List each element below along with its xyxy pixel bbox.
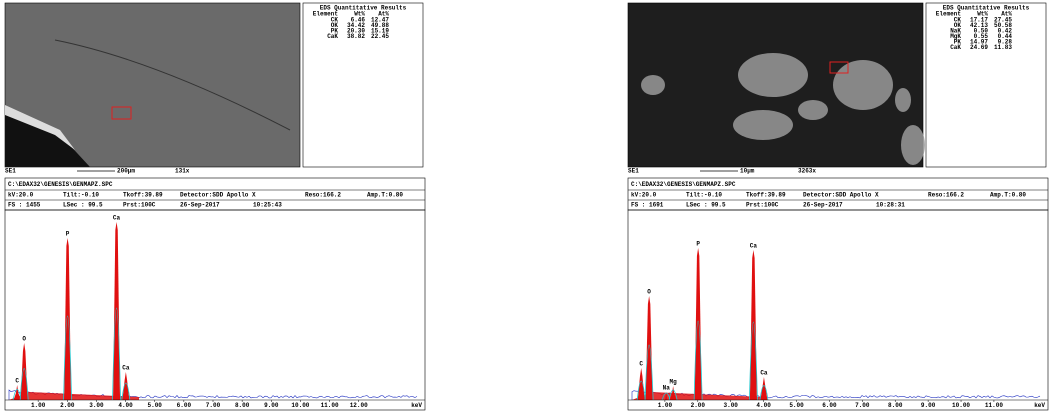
magnification: 131x: [175, 168, 190, 175]
info-field: 10:28:31: [876, 202, 905, 209]
peak: [113, 222, 120, 400]
detector-label: SE1: [5, 168, 16, 175]
results-cell: CaK: [327, 33, 338, 40]
info-field: 10:25:43: [253, 202, 282, 209]
peak-label: C: [15, 378, 19, 385]
info-field: 26-Sep-2017: [180, 202, 220, 209]
peak-label: Ca: [122, 365, 130, 372]
results-cell: 24.69: [970, 44, 988, 51]
spectrum-box: [628, 210, 1048, 410]
x-tick-label: 2.00: [691, 402, 706, 409]
figure: SE1200µm131xEDS Quantitative ResultsElem…: [0, 0, 1049, 412]
peak: [21, 343, 28, 400]
results-cell: 22.45: [371, 33, 389, 40]
magnification: 3263x: [798, 168, 816, 175]
x-tick-label: 10.00: [291, 402, 309, 409]
peak-label: C: [639, 361, 643, 368]
peak-label: P: [66, 231, 70, 238]
peak: [760, 377, 767, 400]
info-field: Tkoff:39.89: [123, 192, 163, 199]
peak-label: Mg: [670, 379, 678, 386]
x-unit: keV: [411, 402, 422, 409]
peak: [638, 368, 645, 400]
scale-bar-label: 10µm: [740, 168, 755, 175]
peak-label: Ca: [760, 370, 768, 377]
x-tick-label: 6.00: [177, 402, 192, 409]
sem-particle: [895, 88, 911, 112]
info-field: Tilt:-0.10: [63, 192, 99, 199]
peak: [64, 238, 71, 400]
info-field: Amp.T:0.80: [367, 192, 403, 199]
x-unit: keV: [1034, 402, 1045, 409]
x-tick-label: 1.00: [31, 402, 46, 409]
info-field: Tilt:-0.10: [686, 192, 722, 199]
info-field: FS : 1691: [631, 202, 664, 209]
file-path: C:\EDAX32\GENESIS\GENMAPZ.SPC: [631, 181, 736, 188]
x-tick-label: 3.00: [89, 402, 104, 409]
info-field: kV:20.0: [8, 192, 34, 199]
x-tick-label: 2.00: [60, 402, 75, 409]
peak-label: P: [696, 241, 700, 248]
peak-label: Na: [663, 385, 671, 392]
x-tick-label: 5.00: [789, 402, 804, 409]
peak-label: O: [22, 336, 26, 343]
file-path: C:\EDAX32\GENESIS\GENMAPZ.SPC: [8, 181, 113, 188]
info-field: LSec : 99.5: [686, 202, 726, 209]
x-tick-label: 7.00: [206, 402, 221, 409]
x-tick-label: 10.00: [952, 402, 970, 409]
x-tick-label: 7.00: [855, 402, 870, 409]
peak-label: Ca: [750, 243, 758, 250]
info-field: Tkoff:39.89: [746, 192, 786, 199]
info-field: 26-Sep-2017: [803, 202, 843, 209]
peak: [122, 372, 129, 400]
x-tick-label: 4.00: [118, 402, 133, 409]
x-tick-label: 11.00: [985, 402, 1003, 409]
scale-bar-label: 200µm: [117, 168, 135, 175]
info-field: Detector:SDD Apollo X: [180, 192, 256, 199]
x-tick-label: 8.00: [888, 402, 903, 409]
results-cell: CaK: [950, 44, 961, 51]
x-tick-label: 9.00: [264, 402, 279, 409]
sem-particle: [641, 75, 665, 95]
sem-particle: [798, 100, 828, 120]
info-field: kV:20.0: [631, 192, 657, 199]
peak: [646, 296, 653, 400]
sem-particle: [901, 125, 925, 165]
x-tick-label: 4.00: [756, 402, 771, 409]
results-cell: 11.83: [994, 44, 1012, 51]
x-tick-label: 9.00: [921, 402, 936, 409]
detector-label: SE1: [628, 168, 639, 175]
peak-label: O: [647, 289, 651, 296]
info-field: FS : 1455: [8, 202, 41, 209]
x-tick-label: 6.00: [822, 402, 837, 409]
x-tick-label: 12.00: [350, 402, 368, 409]
peak: [695, 248, 702, 400]
info-field: Prst:100C: [123, 202, 156, 209]
panel: SE110µm3263xEDS Quantitative ResultsElem…: [628, 3, 1048, 410]
x-tick-label: 8.00: [235, 402, 250, 409]
info-field: Prst:100C: [746, 202, 779, 209]
info-field: Amp.T:0.80: [990, 192, 1026, 199]
results-cell: 38.82: [347, 33, 365, 40]
panel: SE1200µm131xEDS Quantitative ResultsElem…: [5, 3, 425, 410]
info-field: Detector:SDD Apollo X: [803, 192, 879, 199]
sem-particle: [733, 110, 793, 140]
info-field: LSec : 99.5: [63, 202, 103, 209]
sem-particle: [833, 60, 893, 110]
peak-label: Ca: [113, 215, 121, 222]
x-tick-label: 5.00: [148, 402, 163, 409]
sem-particle: [738, 53, 808, 97]
x-tick-label: 11.00: [321, 402, 339, 409]
x-tick-label: 1.00: [658, 402, 673, 409]
info-field: Reso:166.2: [928, 192, 964, 199]
peak: [750, 250, 757, 400]
info-field: Reso:166.2: [305, 192, 341, 199]
x-tick-label: 3.00: [724, 402, 739, 409]
